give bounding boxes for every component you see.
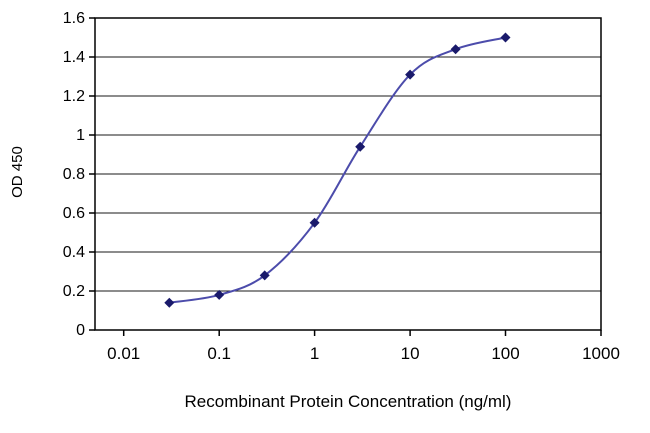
x-axis-title: Recombinant Protein Concentration (ng/ml… [184,392,512,411]
data-point-marker [355,141,366,152]
y-tick-label: 1.4 [63,49,85,66]
y-tick-label: 1.6 [63,10,85,27]
y-tick-label: 0.4 [63,244,85,261]
y-tick-label: 0.8 [63,166,85,183]
data-point-marker [164,297,175,308]
data-curve [169,36,506,304]
x-tick-label: 10 [401,344,420,363]
data-point-marker [405,69,416,80]
y-tick-label: 1 [76,127,85,144]
gridlines [95,17,601,331]
x-tick-label: 1000 [582,344,620,363]
data-point-marker [214,289,225,300]
data-point-marker [450,44,461,55]
data-point-marker [500,32,511,43]
y-tick-label: 0.2 [63,283,85,300]
y-tick-label: 0 [76,322,85,339]
x-tick-label: 0.1 [207,344,231,363]
x-tick-label: 0.01 [107,344,140,363]
y-tick-label: 1.2 [63,88,85,105]
y-tick-label: 0.6 [63,205,85,222]
x-tick-labels: 0.01 0.1 1 10 100 1000 [107,344,620,363]
data-point-markers [164,32,511,308]
y-tick-labels: 0 0.2 0.4 0.6 0.8 1 1.2 1.4 1.6 [63,10,85,339]
axis-ticks [89,17,602,336]
data-point-marker [309,217,320,228]
data-point-marker [259,270,270,281]
x-tick-label: 1 [310,344,319,363]
y-axis-title: OD 450 [9,146,26,198]
x-tick-label: 100 [491,344,519,363]
